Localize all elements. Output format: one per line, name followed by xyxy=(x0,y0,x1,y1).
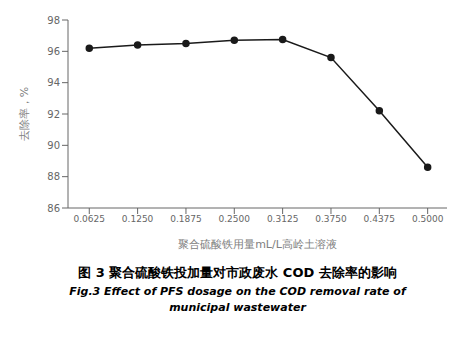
svg-text:0.3125: 0.3125 xyxy=(267,214,299,224)
svg-text:0.3750: 0.3750 xyxy=(315,214,347,224)
svg-text:去除率，%: 去除率，% xyxy=(18,87,31,141)
svg-text:94: 94 xyxy=(47,77,60,88)
svg-text:90: 90 xyxy=(47,140,60,151)
svg-text:0.0625: 0.0625 xyxy=(74,214,106,224)
svg-text:0.2500: 0.2500 xyxy=(219,214,251,224)
svg-text:88: 88 xyxy=(47,171,60,182)
svg-text:0.1875: 0.1875 xyxy=(170,214,202,224)
html-text:图 3 聚合硫酸铁投加量对市政废水 COD 去除率的影响: 图 3 聚合硫酸铁投加量对市政废水 COD 去除率的影响 xyxy=(78,265,397,280)
svg-text:92: 92 xyxy=(47,109,60,120)
svg-text:聚合硫酸铁用量mL/L高岭土溶液: 聚合硫酸铁用量mL/L高岭土溶液 xyxy=(178,238,337,251)
svg-text:0.4375: 0.4375 xyxy=(364,214,396,224)
svg-text:98: 98 xyxy=(47,15,60,26)
html-text:municipal wastewater: municipal wastewater xyxy=(169,301,306,314)
svg-text:0.5000: 0.5000 xyxy=(412,214,444,224)
svg-text:86: 86 xyxy=(47,203,60,214)
svg-text:0.1250: 0.1250 xyxy=(122,214,154,224)
html-text:Fig.3 Effect of PFS dosage on: Fig.3 Effect of PFS dosage on the COD re… xyxy=(69,285,406,298)
svg-text:96: 96 xyxy=(47,46,60,57)
